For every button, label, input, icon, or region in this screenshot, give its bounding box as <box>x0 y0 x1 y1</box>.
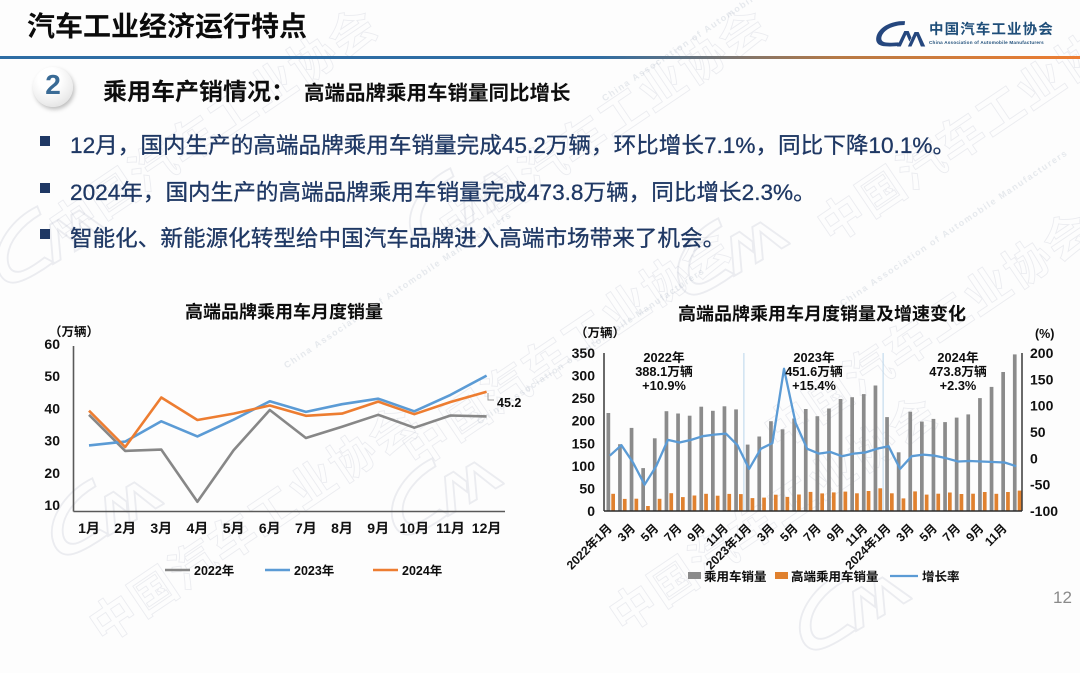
svg-text:2022年: 2022年 <box>194 564 234 578</box>
svg-text:10月: 10月 <box>400 520 430 536</box>
svg-text:3月: 3月 <box>894 521 917 544</box>
svg-text:473.8万辆: 473.8万辆 <box>929 364 987 379</box>
svg-text:12: 12 <box>1053 588 1072 607</box>
svg-text:451.6万辆: 451.6万辆 <box>785 364 843 379</box>
svg-text:5月: 5月 <box>223 520 245 536</box>
svg-text:50: 50 <box>44 368 60 384</box>
svg-text:+15.4%: +15.4% <box>792 378 836 393</box>
svg-text:100: 100 <box>1030 398 1054 414</box>
svg-text:200: 200 <box>1030 345 1054 361</box>
svg-text:4月: 4月 <box>187 520 209 536</box>
svg-text:50: 50 <box>1030 424 1046 440</box>
svg-text:-50: -50 <box>1030 477 1050 493</box>
svg-text:30: 30 <box>44 433 60 449</box>
svg-text:2023年: 2023年 <box>294 564 334 578</box>
svg-text:6月: 6月 <box>259 520 281 536</box>
svg-text:5月: 5月 <box>638 521 661 544</box>
svg-text:12月: 12月 <box>472 520 502 536</box>
svg-text:（万辆）: （万辆） <box>49 321 99 340</box>
svg-text:60: 60 <box>44 336 60 352</box>
svg-text:11月: 11月 <box>436 520 465 536</box>
svg-text:40: 40 <box>44 400 60 416</box>
svg-text:-100: -100 <box>1030 503 1058 519</box>
svg-text:2024年: 2024年 <box>402 564 442 578</box>
svg-text:100: 100 <box>572 458 596 474</box>
svg-text:0: 0 <box>587 503 595 519</box>
svg-text:2023年: 2023年 <box>793 350 834 365</box>
svg-text:3月: 3月 <box>150 520 172 536</box>
svg-text:7月: 7月 <box>661 521 684 544</box>
svg-text:7月: 7月 <box>801 521 824 544</box>
svg-text:45.2: 45.2 <box>497 396 521 410</box>
svg-text:8月: 8月 <box>331 520 353 536</box>
svg-text:388.1万辆: 388.1万辆 <box>635 364 693 379</box>
svg-text:7月: 7月 <box>940 521 963 544</box>
svg-text:0: 0 <box>1030 450 1038 466</box>
svg-text:7月: 7月 <box>295 520 317 536</box>
svg-text:高端乘用车销量: 高端乘用车销量 <box>791 566 879 585</box>
svg-text:2022年: 2022年 <box>643 350 684 365</box>
svg-text:+2.3%: +2.3% <box>940 378 977 393</box>
svg-text:5月: 5月 <box>777 521 800 544</box>
svg-text:250: 250 <box>572 390 596 406</box>
svg-text:（万辆）: （万辆） <box>575 322 625 341</box>
svg-text:2月: 2月 <box>114 520 136 536</box>
svg-text:2022年1月: 2022年1月 <box>564 521 615 572</box>
svg-text:150: 150 <box>572 435 596 451</box>
svg-text:(%): (%) <box>1035 327 1054 341</box>
svg-text:350: 350 <box>572 345 596 361</box>
svg-text:20: 20 <box>44 465 60 481</box>
svg-text:200: 200 <box>572 413 596 429</box>
svg-text:11月: 11月 <box>982 521 1010 549</box>
svg-text:高端品牌乘用车月度销量及增速变化: 高端品牌乘用车月度销量及增速变化 <box>678 300 966 326</box>
svg-text:2024年: 2024年 <box>937 350 978 365</box>
svg-text:50: 50 <box>579 480 595 496</box>
svg-text:1月: 1月 <box>78 520 100 536</box>
svg-text:高端品牌乘用车月度销量: 高端品牌乘用车月度销量 <box>185 298 383 324</box>
svg-text:10: 10 <box>44 497 60 513</box>
svg-text:5月: 5月 <box>917 521 940 544</box>
svg-text:150: 150 <box>1030 371 1054 387</box>
svg-text:+10.9%: +10.9% <box>642 378 686 393</box>
svg-text:增长率: 增长率 <box>922 566 960 585</box>
svg-text:3月: 3月 <box>754 521 777 544</box>
svg-text:9月: 9月 <box>367 520 389 536</box>
svg-text:300: 300 <box>572 368 596 384</box>
svg-text:3月: 3月 <box>615 521 638 544</box>
svg-text:乘用车销量: 乘用车销量 <box>704 566 767 585</box>
